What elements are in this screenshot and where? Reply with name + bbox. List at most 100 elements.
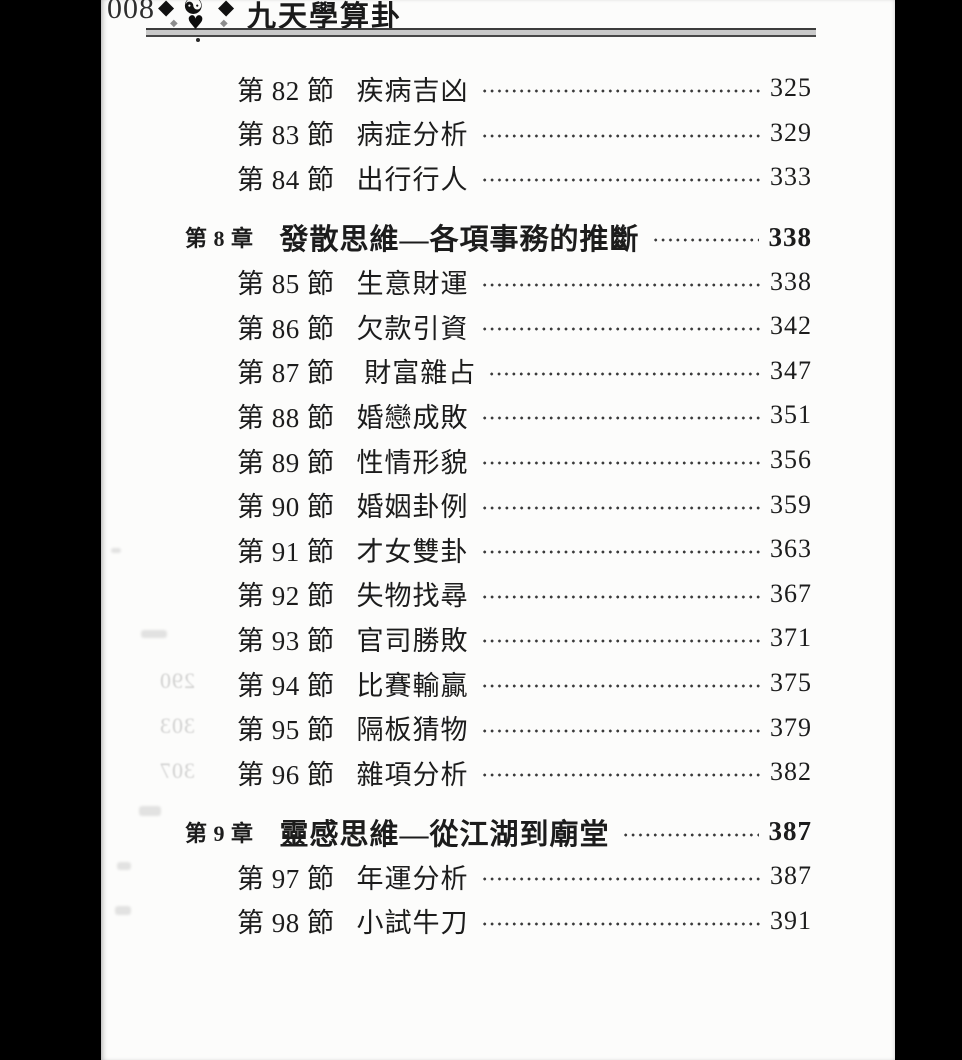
entry-label: 第 89 節 <box>237 447 335 478</box>
entry-label: 第 95 節 <box>237 715 335 746</box>
dot-leader <box>480 131 760 140</box>
entry-page: 338 <box>768 221 812 252</box>
dot-leader <box>480 875 760 884</box>
entry-title: 靈感思維—從江湖到廟堂 <box>279 818 610 851</box>
entry-title: 婚姻卦例 <box>356 492 469 523</box>
toc-entry: 第 84 節 出行行人 333 <box>101 155 895 200</box>
toc-entry: 第 93 節 官司勝敗 371 <box>101 616 895 661</box>
dot-leader <box>480 459 760 468</box>
entry-label: 第 82 節 <box>237 75 335 106</box>
entry-page: 387 <box>770 861 812 891</box>
scan-smudge <box>117 862 131 870</box>
yinyang-icon: ☯ <box>183 0 204 20</box>
dot-leader <box>480 682 760 691</box>
entry-label: 第 87 節 <box>237 358 335 389</box>
book-title: 九天學算卦 <box>247 1 403 33</box>
entry-page: 342 <box>770 311 812 341</box>
dot-leader <box>480 87 760 96</box>
entry-title: 比賽輸贏 <box>356 670 469 701</box>
entry-title: 性情形貌 <box>356 447 469 478</box>
toc-entry: 第 85 節 生意財運 338 <box>101 259 895 304</box>
leaf-icon: ◆ <box>220 18 228 29</box>
entry-label: 第 90 節 <box>237 492 335 523</box>
entry-title: 婚戀成敗 <box>356 402 469 433</box>
toc-list: 第 82 節 疾病吉凶 325 第 83 節 病症分析 329 第 84 節 出… <box>101 66 895 943</box>
toc-entry: 第 96 節 雜項分析 382 <box>101 750 895 795</box>
entry-page: 359 <box>770 489 812 519</box>
entry-page: 329 <box>770 117 812 147</box>
dot-leader <box>480 919 760 928</box>
dot-leader <box>480 726 760 735</box>
toc-entry: 第 92 節 失物找尋 367 <box>101 572 895 617</box>
toc-entry: 第 95 節 隔板猜物 379 <box>101 705 895 750</box>
entry-page: 367 <box>770 578 812 608</box>
dot-leader <box>651 236 759 245</box>
scan-smudge <box>115 906 131 915</box>
entry-page: 347 <box>770 355 812 385</box>
entry-page: 387 <box>768 816 812 847</box>
toc-entry: 第 83 節 病症分析 329 <box>101 111 895 156</box>
entry-label: 第 97 節 <box>237 863 335 894</box>
toc-entry: 第 94 節 比賽輸贏 375 <box>101 661 895 706</box>
entry-label: 第 9 章 <box>185 820 254 846</box>
entry-title: 官司勝敗 <box>356 625 469 656</box>
dot-leader <box>480 548 760 557</box>
entry-page: 371 <box>770 623 812 653</box>
entry-label: 第 93 節 <box>237 625 335 656</box>
dot-leader <box>480 503 760 512</box>
entry-title: 雜項分析 <box>356 759 469 790</box>
entry-page: 375 <box>770 668 812 698</box>
diamond-icon: ◆ <box>158 0 175 19</box>
header-rule <box>146 28 816 37</box>
dot-leader <box>480 637 760 646</box>
entry-page: 391 <box>770 905 812 935</box>
entry-title: 疾病吉凶 <box>356 75 469 106</box>
toc-entry: 第 97 節 年運分析 387 <box>101 854 895 899</box>
entry-title: 隔板猜物 <box>356 715 469 746</box>
toc-entry: 第 88 節 婚戀成敗 351 <box>101 393 895 438</box>
entry-page: 333 <box>770 162 812 192</box>
paper-page: 008 ◆ ☯ ◆ ◆ ◆ ♥ 九天學算卦 第 82 節 疾病吉凶 325 第 … <box>101 0 895 1060</box>
scan-smudge <box>139 806 161 816</box>
entry-page: 338 <box>770 266 812 296</box>
toc-entry: 第 9 章 靈感思維—從江湖到廟堂 387 <box>101 810 895 855</box>
entry-title: 失物找尋 <box>356 581 469 612</box>
entry-label: 第 86 節 <box>237 313 335 344</box>
dot-leader <box>480 280 760 289</box>
entry-page: 363 <box>770 534 812 564</box>
dot-leader <box>480 325 760 334</box>
toc-entry: 第 90 節 婚姻卦例 359 <box>101 482 895 527</box>
entry-title: 出行行人 <box>356 164 469 195</box>
entry-label: 第 85 節 <box>237 269 335 300</box>
entry-title: 病症分析 <box>356 120 469 151</box>
leaf-icon: ◆ <box>170 18 178 29</box>
entry-label: 第 94 節 <box>237 670 335 701</box>
toc-entry: 第 89 節 性情形貌 356 <box>101 438 895 483</box>
entry-page: 325 <box>770 73 812 103</box>
entry-title: 年運分析 <box>356 863 469 894</box>
scan-smudge <box>141 630 167 638</box>
entry-title: 小試牛刀 <box>356 908 469 939</box>
toc-entry: 第 82 節 疾病吉凶 325 <box>101 66 895 111</box>
heart-pendant-icon: ♥ <box>187 12 205 34</box>
entry-title: 發散思維—各項事務的推斷 <box>279 224 640 257</box>
scan-smudge <box>111 548 121 553</box>
dot-leader <box>480 414 760 423</box>
entry-label: 第 8 章 <box>185 226 254 252</box>
page-number: 008 <box>107 0 155 25</box>
entry-title: 生意財運 <box>356 269 469 300</box>
entry-label: 第 88 節 <box>237 402 335 433</box>
dot-icon <box>196 38 200 42</box>
dot-leader <box>488 369 760 378</box>
toc-entry: 第 8 章 發散思維—各項事務的推斷 338 <box>101 215 895 260</box>
diamond-icon: ◆ <box>218 0 235 19</box>
entry-label: 第 91 節 <box>237 536 335 567</box>
bleedthrough-number: 307 <box>159 758 195 783</box>
yinyang-ornament-icon: ◆ ☯ ◆ ◆ ◆ ♥ <box>158 0 246 44</box>
toc-entry: 第 91 節 才女雙卦 363 <box>101 527 895 572</box>
entry-label: 第 96 節 <box>237 759 335 790</box>
dot-leader <box>480 176 760 185</box>
bleedthrough-number: 290 <box>159 668 195 693</box>
entry-page: 382 <box>770 757 812 787</box>
